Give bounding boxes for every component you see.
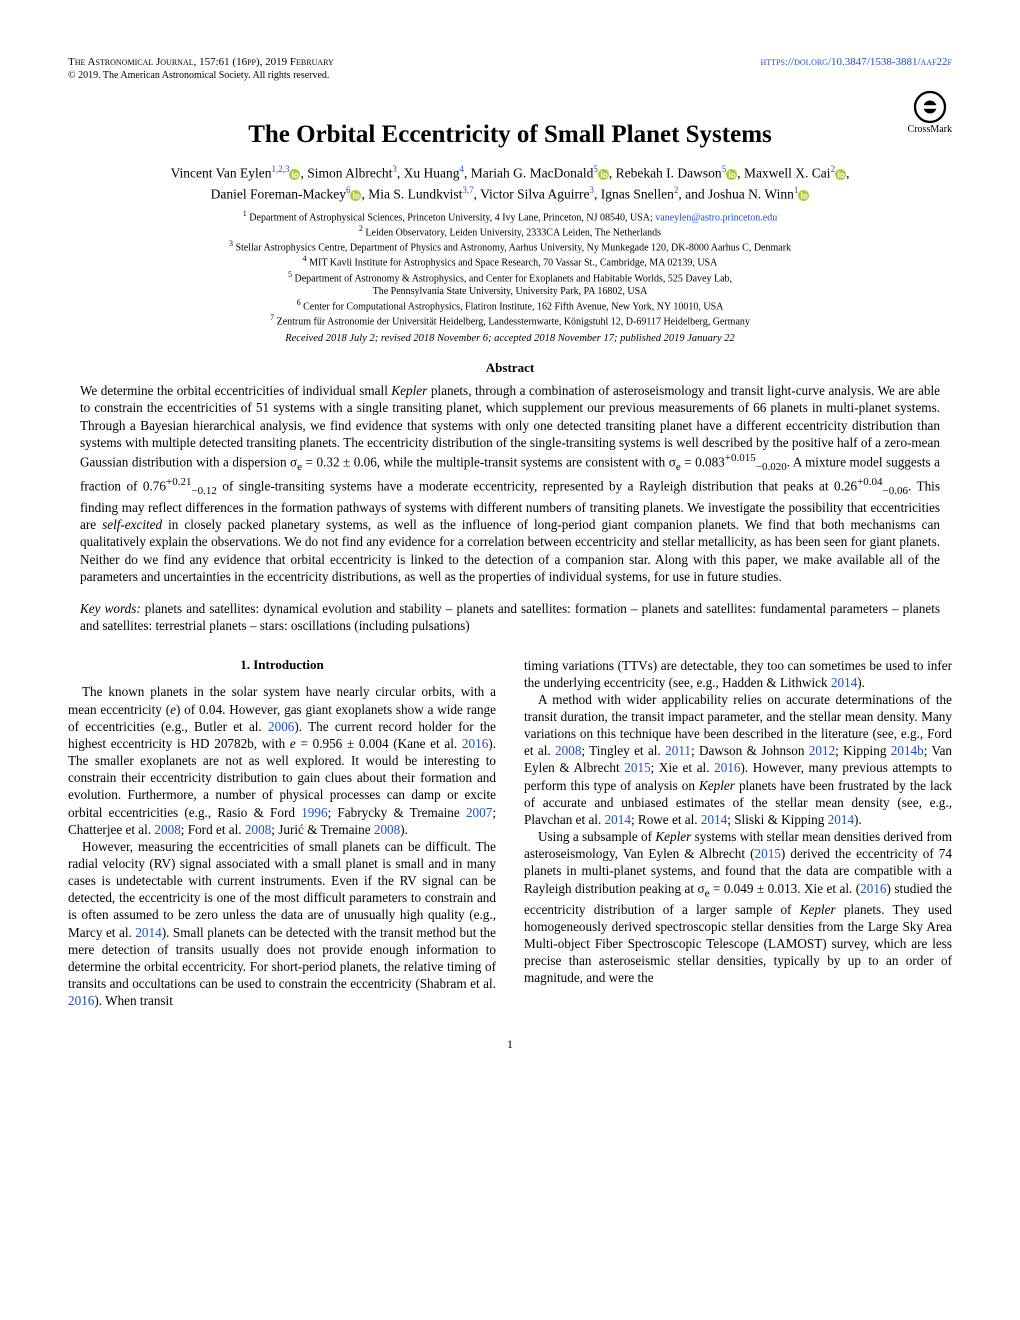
author: Vincent Van Eylen [171, 166, 272, 181]
author: , Rebekah I. Dawson [609, 166, 722, 181]
affiliations: 1 Department of Astrophysical Sciences, … [68, 209, 952, 329]
orcid-icon[interactable] [598, 169, 609, 180]
affiliation-text: Department of Astronomy & Astrophysics, … [292, 273, 732, 284]
page-number: 1 [68, 1037, 952, 1052]
author: , Ignas Snellen [594, 186, 674, 201]
body-paragraph: The known planets in the solar system ha… [68, 683, 496, 837]
orcid-icon[interactable] [289, 169, 300, 180]
crossmark-badge[interactable]: CrossMark [908, 90, 952, 135]
body-paragraph: timing variations (TTVs) are detectable,… [524, 657, 952, 691]
author: , Xu Huang [397, 166, 460, 181]
orcid-icon[interactable] [726, 169, 737, 180]
section-heading: 1. Introduction [68, 657, 496, 674]
author: Daniel Foreman-Mackey [211, 186, 346, 201]
publication-dates: Received 2018 July 2; revised 2018 Novem… [68, 333, 952, 344]
text: , [846, 166, 849, 181]
crossmark-icon [913, 90, 947, 124]
affiliation-text: Stellar Astrophysics Centre, Department … [233, 242, 791, 253]
body-paragraph: Using a subsample of Kepler systems with… [524, 828, 952, 986]
affiliation-text: Center for Computational Astrophysics, F… [301, 301, 724, 312]
author: , Victor Silva Aguirre [474, 186, 590, 201]
doi-link[interactable]: https://doi.org/10.3847/1538-3881/aaf22f [760, 56, 952, 68]
author: , Mia S. Lundkvist [361, 186, 462, 201]
orcid-icon[interactable] [350, 190, 361, 201]
affil-sup[interactable]: 1,2,3 [271, 164, 289, 174]
right-column: timing variations (TTVs) are detectable,… [524, 657, 952, 1010]
body-paragraph: However, measuring the eccentricities of… [68, 838, 496, 1010]
crossmark-label: CrossMark [908, 124, 952, 135]
affiliation-text: The Pennsylvania State University, Unive… [373, 286, 648, 297]
body-paragraph: A method with wider applicability relies… [524, 691, 952, 828]
orcid-icon[interactable] [798, 190, 809, 201]
affiliation-text: Leiden Observatory, Leiden University, 2… [363, 227, 661, 238]
affiliation-text: MIT Kavli Institute for Astrophysics and… [307, 258, 718, 269]
keywords: Key words: planets and satellites: dynam… [80, 600, 940, 635]
author: , Simon Albrecht [300, 166, 392, 181]
orcid-icon[interactable] [835, 169, 846, 180]
left-column: 1. Introduction The known planets in the… [68, 657, 496, 1010]
paper-title: The Orbital Eccentricity of Small Planet… [68, 121, 952, 149]
author: , and Joshua N. Winn [678, 186, 793, 201]
affil-sup[interactable]: 3,7 [462, 185, 473, 195]
keywords-text: planets and satellites: dynamical evolut… [80, 601, 940, 633]
journal-reference: The Astronomical Journal, 157:61 (16pp),… [68, 56, 334, 68]
author: , Maxwell X. Cai [737, 166, 830, 181]
affiliation-text: Department of Astrophysical Sciences, Pr… [247, 212, 655, 223]
contact-email[interactable]: vaneylen@astro.princeton.edu [655, 212, 777, 223]
keywords-label: Key words: [80, 601, 141, 616]
abstract-heading: Abstract [68, 360, 952, 376]
affiliation-text: Zentrum für Astronomie der Universität H… [274, 317, 750, 328]
copyright-line: © 2019. The American Astronomical Societ… [68, 70, 952, 81]
author: , Mariah G. MacDonald [464, 166, 593, 181]
authors-list: Vincent Van Eylen1,2,3 , Simon Albrecht 3,… [78, 163, 942, 205]
abstract-text: We determine the orbital eccentricities … [80, 382, 940, 586]
